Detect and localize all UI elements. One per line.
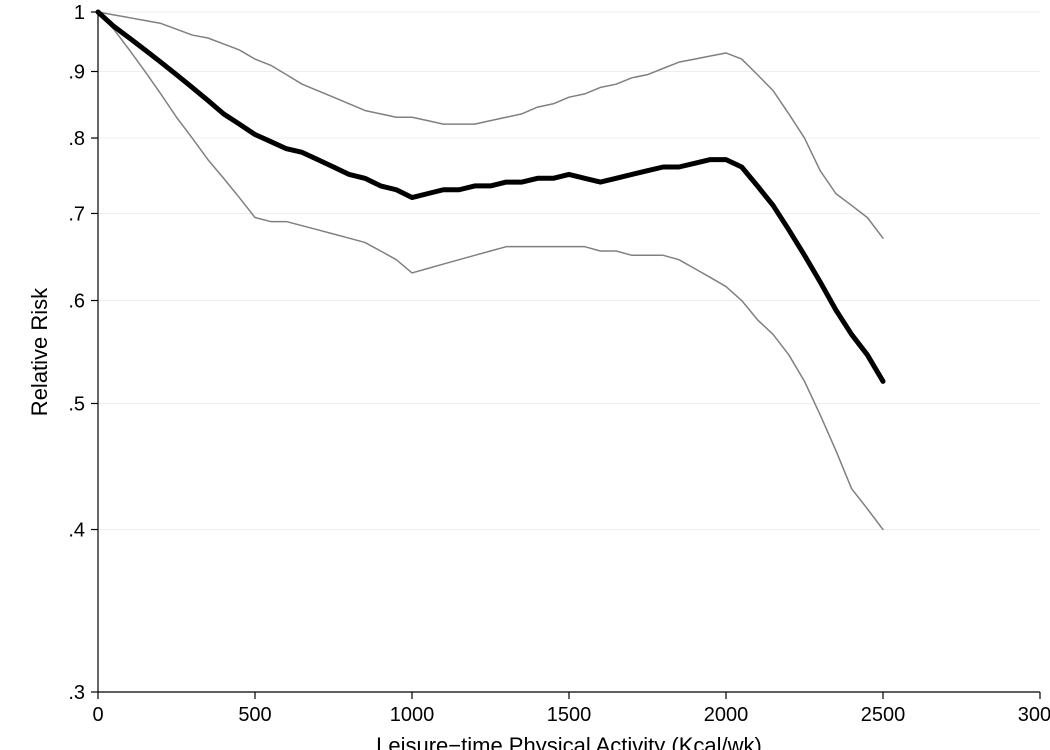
x-tick-label: 3000: [1018, 704, 1050, 726]
chart-container: 0 500 1000 1500 2000 2500 3000 .3 .4 .5 .6 .7 .8 .9 1 L…: [0, 0, 1050, 750]
x-tick-label: 1500: [547, 704, 592, 726]
x-axis-title: Leisure−time Physical Activity (Kcal/wk): [376, 733, 762, 750]
y-tick-label: .8: [68, 128, 85, 150]
x-tick-label: 0: [92, 704, 103, 726]
y-axis-title: Relative Risk: [27, 287, 52, 416]
x-tick-label: 2000: [704, 704, 749, 726]
y-tick-label: .3: [68, 682, 85, 704]
x-tick-label: 2500: [861, 704, 906, 726]
y-tick-label: .4: [68, 520, 85, 542]
y-tick-label: 1: [74, 2, 85, 24]
y-tick-label: .5: [68, 393, 85, 415]
risk-chart-svg: 0 500 1000 1500 2000 2500 3000 .3 .4 .5 .6 .7 .8 .9 1 L…: [0, 0, 1050, 750]
y-tick-label: .7: [68, 203, 85, 225]
x-tick-label: 500: [238, 704, 271, 726]
y-tick-label: .9: [68, 62, 85, 84]
y-tick-label: .6: [68, 291, 85, 313]
x-tick-label: 1000: [390, 704, 435, 726]
